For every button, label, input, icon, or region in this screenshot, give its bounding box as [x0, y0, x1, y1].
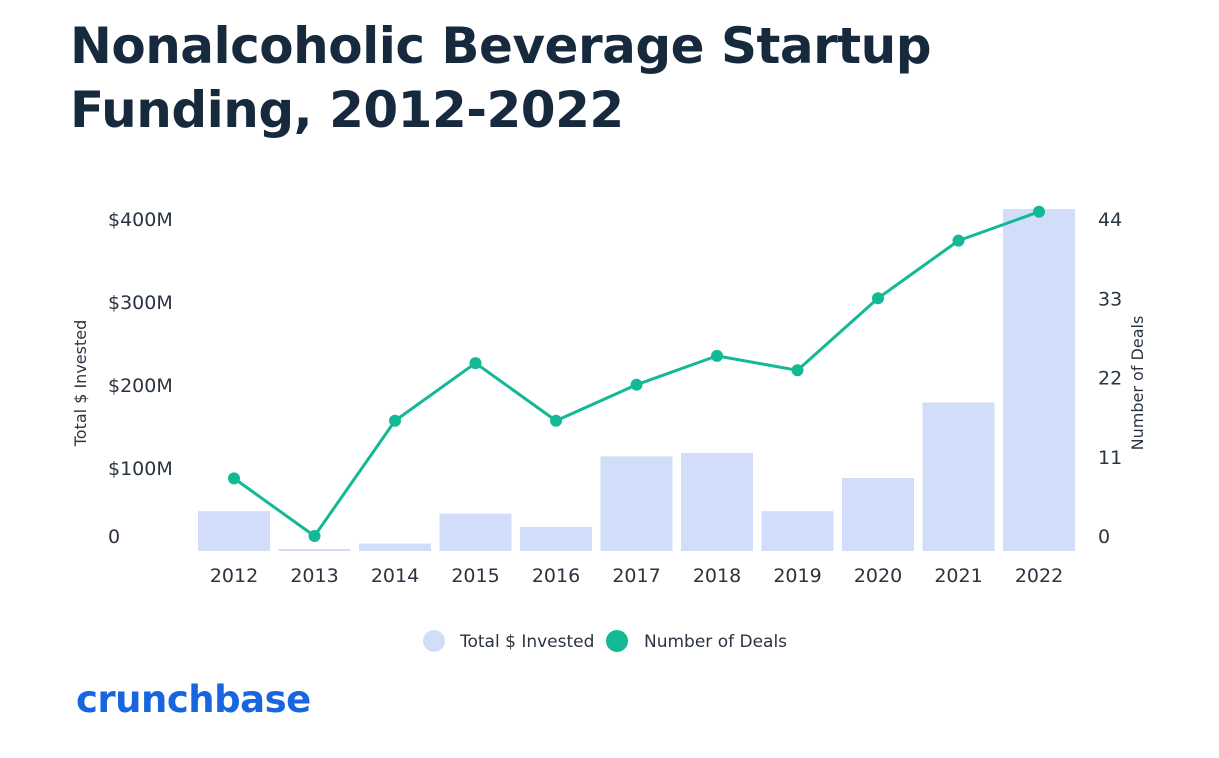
- deals-point-2013: [308, 530, 321, 542]
- bar-2013: [278, 549, 351, 551]
- x-tick-label: 2013: [290, 565, 338, 587]
- x-tick-label: 2022: [1015, 565, 1063, 587]
- deals-point-2021: [952, 234, 965, 247]
- deals-point-2018: [711, 349, 723, 362]
- x-tick-label: 2012: [210, 565, 258, 587]
- chart-title: Nonalcoholic Beverage Startup Funding, 2…: [70, 17, 932, 139]
- left-axis-title: Total $ Invested: [71, 320, 90, 448]
- bar-2014: [359, 543, 431, 551]
- crunchbase-logo: crunchbase: [76, 678, 311, 721]
- x-tick-label: 2019: [773, 565, 821, 587]
- bar-2018: [681, 453, 753, 551]
- bar-2021: [922, 402, 995, 551]
- bar-2016: [520, 526, 592, 551]
- right-tick-label: 22: [1098, 368, 1122, 390]
- legend-label-deals: Number of Deals: [644, 632, 787, 652]
- left-tick-label: $300M: [108, 292, 173, 314]
- deals-point-2017: [630, 378, 643, 391]
- bar-2017: [600, 456, 673, 551]
- x-tick-label: 2015: [451, 565, 499, 587]
- x-tick-label: 2016: [532, 565, 580, 587]
- bar-2022: [1003, 209, 1075, 552]
- right-axis-title: Number of Deals: [1128, 316, 1147, 451]
- deals-point-2019: [791, 364, 804, 377]
- bar-2015: [439, 513, 512, 551]
- x-tick-label: 2017: [612, 565, 660, 587]
- deals-point-2022: [1033, 205, 1045, 218]
- deals-point-2020: [872, 292, 884, 305]
- deals-point-2015: [469, 357, 482, 370]
- left-tick-label: $200M: [108, 375, 173, 397]
- legend-label-invested: Total $ Invested: [459, 632, 594, 652]
- x-tick-label: 2020: [854, 565, 902, 587]
- x-tick-label: 2018: [693, 565, 741, 587]
- left-tick-label: $400M: [108, 209, 173, 231]
- legend-swatch-invested: [423, 630, 445, 652]
- right-tick-label: 33: [1098, 288, 1122, 310]
- legend-swatch-deals: [606, 630, 628, 652]
- right-tick-label: 44: [1098, 209, 1122, 231]
- deals-point-2016: [550, 414, 562, 427]
- bar-2012: [198, 511, 270, 551]
- bar-2020: [842, 477, 914, 551]
- right-tick-label: 11: [1098, 447, 1122, 469]
- left-tick-label: $100M: [108, 458, 173, 480]
- bar-2019: [761, 511, 834, 551]
- right-tick-label: 0: [1098, 526, 1110, 548]
- x-tick-label: 2021: [934, 565, 982, 587]
- deals-point-2012: [228, 472, 240, 485]
- deals-point-2014: [389, 414, 401, 427]
- left-tick-label: 0: [108, 526, 120, 548]
- x-tick-label: 2014: [371, 565, 419, 587]
